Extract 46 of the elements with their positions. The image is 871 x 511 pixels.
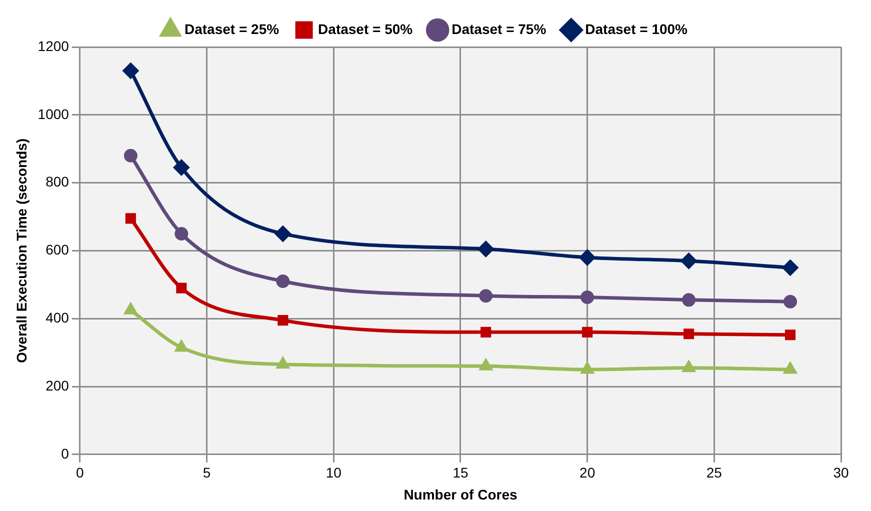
y-tick-label: 200	[46, 377, 70, 394]
legend-label: Dataset = 25%	[184, 20, 280, 37]
point	[784, 330, 796, 340]
point	[784, 362, 796, 374]
x-tick-label: 20	[580, 464, 596, 481]
point	[480, 326, 492, 338]
point	[278, 315, 288, 326]
legend-label: Dataset = 100%	[585, 20, 688, 37]
point	[125, 213, 136, 224]
y-tick-label: 0	[61, 445, 70, 462]
point	[682, 293, 696, 307]
point	[176, 282, 187, 294]
y-axis-title: Overall Execution Time (seconds)	[13, 138, 30, 364]
x-tick-label: 25	[706, 464, 722, 481]
point	[122, 63, 138, 79]
point	[480, 359, 492, 370]
point	[175, 340, 188, 352]
point	[276, 274, 290, 288]
point	[681, 253, 697, 269]
point	[124, 148, 138, 162]
point	[174, 160, 190, 176]
legend-label: Dataset = 75%	[452, 20, 547, 37]
point	[479, 289, 493, 303]
y-tick-label: 600	[46, 242, 70, 258]
x-tick-label: 30	[833, 464, 849, 481]
y-tick-label: 1000	[38, 106, 70, 122]
y-tick-label: 400	[46, 309, 70, 326]
point	[684, 328, 694, 340]
x-tick-label: 10	[326, 464, 342, 481]
point	[782, 260, 798, 276]
x-tick-label: 0	[76, 464, 84, 481]
x-tick-label: 15	[452, 464, 468, 481]
y-tick-label: 1200	[38, 38, 70, 54]
point	[275, 226, 291, 242]
x-tick-label: 5	[202, 464, 211, 481]
point	[580, 250, 596, 266]
point	[174, 226, 188, 240]
point	[478, 241, 494, 257]
y-tick-label: 800	[46, 174, 70, 190]
legend-label: Dataset = 50%	[318, 20, 414, 37]
point	[124, 303, 137, 314]
point	[784, 294, 798, 308]
point	[581, 362, 594, 374]
point	[580, 290, 594, 304]
point	[582, 326, 593, 338]
x-axis-title: Number of Cores	[404, 486, 518, 502]
